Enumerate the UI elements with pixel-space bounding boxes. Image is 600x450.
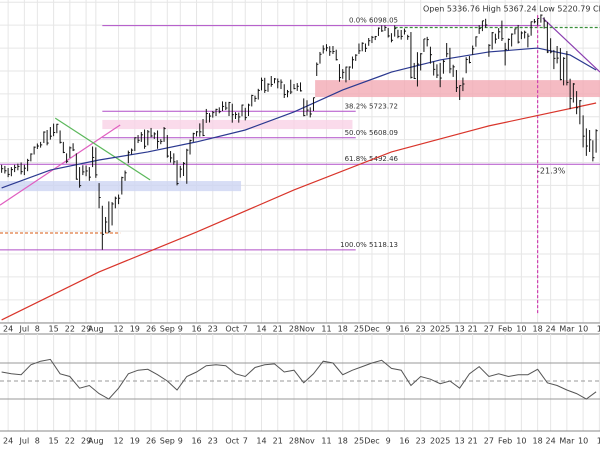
x-tick-label: Sep bbox=[160, 437, 175, 446]
x-tick-label: 24 bbox=[3, 325, 13, 334]
x-tick-label: 21 bbox=[273, 325, 283, 334]
x-tick-label: 22 bbox=[65, 437, 75, 446]
x-tick-label: 1 bbox=[597, 437, 600, 446]
x-tick-label: 10 bbox=[516, 437, 526, 446]
x-tick-label: 25 bbox=[354, 325, 364, 334]
fib-label: 50.0% 5608.09 bbox=[345, 129, 398, 137]
x-tick-label: 16 bbox=[399, 325, 409, 334]
x-tick-label: 18 bbox=[338, 325, 348, 334]
x-tick-label: 23 bbox=[416, 437, 426, 446]
x-tick-label: 7 bbox=[243, 325, 248, 334]
x-tick-label: 14 bbox=[256, 437, 266, 446]
x-tick-label: 14 bbox=[256, 325, 266, 334]
x-tick-label: 24 bbox=[546, 437, 556, 446]
x-tick-label: 28 bbox=[289, 325, 299, 334]
x-tick-label: Aug bbox=[88, 437, 104, 446]
x-tick-label: 9 bbox=[178, 325, 183, 334]
x-tick-label: 18 bbox=[533, 325, 543, 334]
x-tick-label: Mar bbox=[559, 325, 575, 334]
moving-average bbox=[1, 102, 597, 321]
moving-average bbox=[1, 47, 597, 189]
x-tick-label: 18 bbox=[533, 437, 543, 446]
x-tick-label: Dec bbox=[364, 437, 379, 446]
x-tick-label: 21 bbox=[468, 325, 478, 334]
x-tick-label: 9 bbox=[386, 325, 391, 334]
x-tick-label: Nov bbox=[299, 325, 315, 334]
x-tick-label: 10 bbox=[578, 325, 588, 334]
x-tick-label: 29 bbox=[81, 325, 91, 334]
x-tick-label: 26 bbox=[146, 437, 156, 446]
x-tick-label: 23 bbox=[416, 325, 426, 334]
x-tick-label: Jul bbox=[19, 325, 30, 334]
x-tick-label: 19 bbox=[130, 437, 140, 446]
x-tick-label: 27 bbox=[484, 325, 494, 334]
annotation: -21.3% bbox=[537, 167, 566, 176]
x-tick-label: 2025 bbox=[430, 437, 450, 446]
x-tick-label: 19 bbox=[130, 325, 140, 334]
x-tick-label: 21 bbox=[273, 437, 283, 446]
x-tick-label: Oct bbox=[225, 325, 239, 334]
x-tick-label: 24 bbox=[546, 325, 556, 334]
x-tick-label: 25 bbox=[354, 437, 364, 446]
x-tick-label: 29 bbox=[81, 437, 91, 446]
indicator-panel bbox=[0, 334, 600, 431]
x-tick-label: 27 bbox=[484, 437, 494, 446]
x-tick-label: 15 bbox=[49, 437, 59, 446]
x-tick-label: Feb bbox=[498, 325, 512, 334]
zone-band bbox=[102, 119, 353, 130]
x-tick-label: 11 bbox=[321, 437, 331, 446]
x-tick-label: 8 bbox=[35, 437, 40, 446]
x-tick-label: 18 bbox=[338, 437, 348, 446]
x-tick-label: 12 bbox=[113, 437, 123, 446]
x-tick-label: 28 bbox=[289, 437, 299, 446]
x-tick-label: Mar bbox=[559, 437, 575, 446]
trend-line bbox=[0, 124, 121, 206]
ohlc-readout: Open 5336.76 High 5367.24 Low 5220.79 Cl… bbox=[423, 5, 600, 14]
x-tick-label: 24 bbox=[3, 437, 13, 446]
x-tick-label: 9 bbox=[386, 437, 391, 446]
x-tick-label: Oct bbox=[225, 437, 239, 446]
x-tick-label: 21 bbox=[468, 437, 478, 446]
x-tick-label: 7 bbox=[243, 437, 248, 446]
x-tick-label: Sep bbox=[160, 325, 175, 334]
x-tick-label: 2025 bbox=[430, 325, 450, 334]
axes: 2424JulJul88151522222929AugAug1212191926… bbox=[3, 325, 600, 446]
x-tick-label: 23 bbox=[208, 437, 218, 446]
x-tick-label: 23 bbox=[208, 325, 218, 334]
x-tick-label: 13 bbox=[455, 325, 465, 334]
x-tick-label: Feb bbox=[498, 437, 512, 446]
x-tick-label: 26 bbox=[146, 325, 156, 334]
x-tick-label: Jul bbox=[19, 437, 30, 446]
zone-band bbox=[0, 181, 242, 192]
x-tick-label: 12 bbox=[113, 325, 123, 334]
indicator-line bbox=[1, 358, 597, 400]
fib-label: 38.2% 5723.72 bbox=[345, 102, 398, 110]
x-tick-label: 11 bbox=[321, 325, 331, 334]
trend-line bbox=[54, 117, 151, 181]
x-tick-label: 22 bbox=[65, 325, 75, 334]
fib-label: 0.0% 6098.05 bbox=[349, 17, 398, 25]
x-tick-label: 13 bbox=[455, 437, 465, 446]
x-tick-label: 1 bbox=[597, 325, 600, 334]
fib-label: 100.0% 5118.13 bbox=[340, 241, 398, 249]
zone-band bbox=[315, 80, 600, 98]
x-tick-label: 9 bbox=[178, 437, 183, 446]
x-tick-label: Dec bbox=[364, 325, 379, 334]
x-tick-label: 8 bbox=[35, 325, 40, 334]
x-tick-label: 16 bbox=[191, 437, 201, 446]
x-tick-label: 16 bbox=[191, 325, 201, 334]
x-tick-label: 10 bbox=[516, 325, 526, 334]
x-tick-label: Aug bbox=[88, 325, 104, 334]
x-tick-label: Nov bbox=[299, 437, 315, 446]
x-tick-label: 16 bbox=[399, 437, 409, 446]
x-tick-label: 10 bbox=[578, 437, 588, 446]
x-tick-label: 15 bbox=[49, 325, 59, 334]
